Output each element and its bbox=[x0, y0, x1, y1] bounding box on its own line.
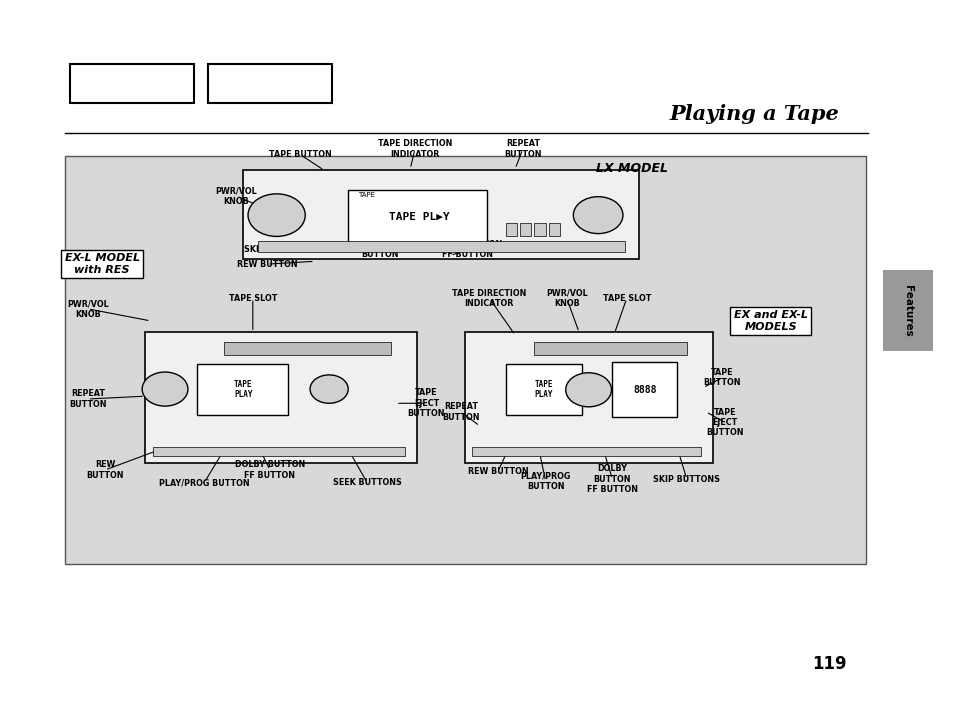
Text: TAPE: TAPE bbox=[357, 192, 375, 198]
Bar bbox=[534, 223, 545, 236]
Text: LX MODEL: LX MODEL bbox=[596, 163, 667, 175]
Text: EX and EX-L
MODELS: EX and EX-L MODELS bbox=[733, 310, 807, 332]
Text: TAPE
PLAY: TAPE PLAY bbox=[534, 380, 553, 400]
Text: TAPE DIRECTION
INDICATOR: TAPE DIRECTION INDICATOR bbox=[377, 139, 452, 159]
Bar bbox=[505, 223, 517, 236]
Text: TAPE BUTTON: TAPE BUTTON bbox=[269, 151, 332, 159]
Text: SKIP BAR: SKIP BAR bbox=[244, 245, 286, 253]
Text: TAPE SLOT: TAPE SLOT bbox=[229, 294, 276, 302]
Text: DOLBY BUTTON
FF BUTTON: DOLBY BUTTON FF BUTTON bbox=[432, 239, 502, 259]
Text: Features: Features bbox=[902, 285, 912, 337]
Bar bbox=[534, 342, 686, 355]
Text: EX-L MODEL
with RES: EX-L MODEL with RES bbox=[65, 253, 139, 275]
Bar bbox=[152, 447, 405, 456]
Text: REPEAT
BUTTON: REPEAT BUTTON bbox=[69, 389, 107, 409]
Bar bbox=[145, 332, 416, 463]
Circle shape bbox=[142, 372, 188, 406]
Text: PLAY/PROG
BUTTON: PLAY/PROG BUTTON bbox=[520, 471, 570, 491]
Text: PLAY/PROG
BUTTON: PLAY/PROG BUTTON bbox=[355, 239, 404, 259]
Text: TAPE SLOT: TAPE SLOT bbox=[602, 294, 650, 302]
Text: REPEAT
BUTTON: REPEAT BUTTON bbox=[503, 139, 541, 159]
Circle shape bbox=[565, 373, 611, 407]
Bar bbox=[243, 170, 639, 259]
Text: SEEK BUTTONS: SEEK BUTTONS bbox=[333, 479, 401, 487]
Text: SKIP BUTTONS: SKIP BUTTONS bbox=[653, 475, 720, 484]
Text: 119: 119 bbox=[812, 655, 846, 673]
Text: REPEAT
BUTTON: REPEAT BUTTON bbox=[441, 402, 479, 422]
Bar bbox=[197, 364, 288, 415]
Text: PLAY/PROG BUTTON: PLAY/PROG BUTTON bbox=[159, 479, 249, 487]
Text: REW
BUTTON: REW BUTTON bbox=[86, 460, 124, 480]
Text: Playing a Tape: Playing a Tape bbox=[669, 104, 839, 124]
Text: TAPE
EJECT
BUTTON: TAPE EJECT BUTTON bbox=[407, 388, 445, 418]
Text: 8888: 8888 bbox=[633, 385, 656, 395]
Text: DOLBY BUTTON
FF BUTTON: DOLBY BUTTON FF BUTTON bbox=[234, 460, 305, 480]
Circle shape bbox=[573, 197, 622, 234]
Text: TAPE
EJECT
BUTTON: TAPE EJECT BUTTON bbox=[705, 408, 743, 437]
Bar bbox=[548, 223, 559, 236]
Circle shape bbox=[310, 375, 348, 403]
Bar bbox=[612, 362, 677, 417]
Bar bbox=[70, 64, 193, 103]
Text: TAPE
PLAY: TAPE PLAY bbox=[233, 380, 253, 400]
Text: TAPE DIRECTION
INDICATOR: TAPE DIRECTION INDICATOR bbox=[452, 288, 526, 308]
Text: TAPE PL▶Y: TAPE PL▶Y bbox=[389, 212, 450, 222]
Text: REW BUTTON: REW BUTTON bbox=[467, 467, 528, 476]
Circle shape bbox=[248, 194, 305, 236]
Bar bbox=[472, 447, 700, 456]
Text: DOLBY
BUTTON
FF BUTTON: DOLBY BUTTON FF BUTTON bbox=[586, 464, 638, 494]
Text: PWR/VOL
KNOB: PWR/VOL KNOB bbox=[545, 288, 587, 308]
Bar bbox=[464, 332, 712, 463]
Bar bbox=[65, 156, 865, 564]
Text: PWR/VOL
KNOB: PWR/VOL KNOB bbox=[215, 186, 257, 206]
Bar bbox=[208, 64, 332, 103]
Bar bbox=[257, 241, 624, 252]
Bar bbox=[882, 270, 932, 351]
Bar bbox=[519, 223, 531, 236]
Bar bbox=[224, 342, 391, 355]
Bar bbox=[505, 364, 581, 415]
Bar bbox=[348, 190, 486, 243]
Text: REW BUTTON: REW BUTTON bbox=[236, 260, 297, 268]
Text: TAPE
BUTTON: TAPE BUTTON bbox=[702, 368, 740, 388]
Text: PWR/VOL
KNOB: PWR/VOL KNOB bbox=[67, 299, 109, 319]
